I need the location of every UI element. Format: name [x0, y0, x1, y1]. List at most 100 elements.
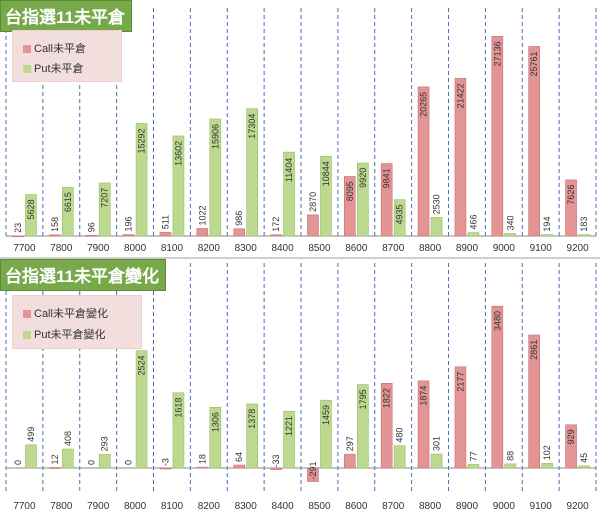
legend-label-call-change: Call未平倉變化: [34, 308, 108, 320]
x-tick-label-0-8900: 8900: [456, 243, 479, 254]
value-label-call-0-8500: 2870: [308, 192, 318, 212]
value-label-put-1-7900: 293: [100, 436, 110, 451]
value-label-call-1-8100: -3: [160, 458, 170, 466]
bar-call-0-9100: [528, 46, 540, 237]
bar-put-1-8500: [320, 399, 332, 469]
value-label-put-1-8200: 1306: [210, 412, 220, 432]
value-label-call-1-8000: 0: [124, 460, 134, 465]
value-label-put-0-8200: 15906: [210, 124, 220, 149]
value-label-put-1-8500: 1459: [321, 405, 331, 425]
bar-put-1-7800: [62, 448, 74, 469]
x-tick-label-1-8200: 8200: [198, 501, 221, 512]
value-label-put-0-9000: 340: [505, 215, 515, 230]
value-label-call-0-8000: 196: [124, 217, 134, 232]
value-label-call-0-8100: 511: [160, 215, 170, 229]
value-label-call-1-8800: 1874: [419, 386, 429, 406]
value-label-put-0-8000: 15292: [137, 128, 147, 153]
bar-call-1-8400: [270, 467, 282, 470]
value-label-call-0-8300: 986: [234, 211, 244, 226]
chart-panel-oi-change: 0 499 7700 12 408 7800 0 293 7900 0 2524 8000 -3 1618…: [0, 259, 600, 517]
value-label-put-1-8400: 1221: [284, 416, 294, 436]
value-label-put-0-8500: 10844: [321, 161, 331, 186]
bar-put-0-8600: [357, 162, 369, 237]
value-label-put-1-8300: 1378: [247, 409, 257, 429]
x-tick-label-1-7900: 7900: [87, 501, 110, 512]
value-label-put-0-7700: 5628: [26, 199, 36, 219]
value-label-put-0-8800: 2530: [432, 194, 442, 214]
value-label-put-0-8600: 9920: [358, 168, 368, 188]
bar-put-0-8800: [430, 217, 443, 237]
legend-label-call: Call未平倉: [34, 43, 86, 55]
bar-put-1-8200: [209, 406, 222, 469]
value-label-call-1-8600: 297: [345, 436, 355, 451]
bar-call-0-8300: [233, 228, 245, 237]
x-tick-label-0-8100: 8100: [161, 243, 184, 254]
bar-call-0-8700: [380, 163, 393, 237]
legend-label-put: Put未平倉: [34, 63, 84, 75]
bar-call-0-7800: [49, 234, 61, 237]
legend-item-call: Call未平倉: [23, 40, 86, 56]
value-label-call-1-8400: -33: [271, 455, 281, 468]
bar-put-0-8200: [209, 118, 222, 237]
value-label-put-1-8900: 77: [468, 451, 478, 461]
x-tick-label-0-9000: 9000: [493, 243, 516, 254]
value-label-put-1-8000: 2524: [137, 355, 147, 375]
value-label-put-0-8300: 17304: [247, 114, 257, 139]
bar-put-0-8100: [172, 135, 185, 237]
value-label-call-1-8900: 2177: [455, 372, 465, 392]
bar-put-0-8400: [283, 151, 295, 237]
x-tick-label-0-8800: 8800: [419, 243, 442, 254]
legend-swatch-call: [23, 45, 31, 54]
bar-call-1-8800: [417, 380, 430, 469]
bar-call-0-7900: [85, 234, 98, 237]
value-label-put-1-9100: 102: [542, 445, 552, 460]
bar-put-0-7800: [62, 187, 74, 237]
x-tick-label-1-7800: 7800: [50, 501, 73, 512]
value-label-put-1-7700: 499: [26, 427, 36, 442]
x-tick-label-0-8300: 8300: [235, 243, 258, 254]
bar-call-0-8900: [454, 78, 467, 237]
x-tick-label-1-9000: 9000: [493, 501, 516, 512]
value-label-put-1-9000: 88: [505, 451, 515, 461]
bar-put-0-8700: [393, 199, 406, 237]
value-label-call-0-8200: 1022: [197, 205, 207, 225]
x-tick-label-0-8200: 8200: [198, 243, 221, 254]
value-label-call-1-8500: -291: [308, 462, 318, 480]
value-label-put-0-8100: 13602: [173, 141, 183, 166]
bar-call-0-8800: [417, 86, 430, 237]
x-tick-label-1-8400: 8400: [271, 501, 294, 512]
value-label-put-0-9100: 194: [542, 217, 552, 232]
value-label-call-0-7800: 158: [50, 217, 60, 232]
x-tick-label-0-8400: 8400: [271, 243, 294, 254]
legend-item-put-change: Put未平倉變化: [23, 326, 106, 342]
bar-put-1-8600: [357, 384, 369, 469]
value-label-call-1-9100: 2861: [529, 340, 539, 360]
x-tick-label-1-8300: 8300: [235, 501, 258, 512]
x-tick-label-0-8500: 8500: [308, 243, 331, 254]
bar-put-1-8700: [393, 445, 406, 469]
value-label-put-0-7900: 7207: [100, 188, 110, 208]
x-tick-label-1-8000: 8000: [124, 501, 147, 512]
chart-title-oi-change: 台指選11未平倉變化: [0, 259, 166, 291]
x-tick-label-0-8700: 8700: [382, 243, 405, 254]
legend-label-put-change: Put未平倉變化: [34, 329, 106, 341]
value-label-call-1-7900: 0: [87, 460, 97, 465]
bar-put-1-8000: [135, 350, 148, 469]
value-label-call-1-8200: 18: [197, 454, 207, 464]
bar-put-1-8400: [283, 410, 295, 469]
bar-call-0-8400: [270, 234, 282, 237]
chart-title-open-interest: 台指選11未平倉: [0, 0, 132, 32]
x-tick-label-0-9200: 9200: [566, 243, 589, 254]
bar-call-1-8600: [344, 453, 356, 469]
value-label-put-0-8700: 4935: [395, 204, 405, 224]
bar-put-0-7700: [25, 194, 37, 237]
bar-put-1-7700: [25, 444, 37, 469]
value-label-put-0-8400: 11404: [284, 158, 294, 182]
legend-oi-change: Call未平倉變化 Put未平倉變化: [12, 295, 142, 349]
bar-call-1-8500: [307, 467, 319, 482]
x-tick-label-0-7700: 7700: [13, 243, 36, 254]
bar-put-1-9000: [504, 463, 517, 469]
value-label-call-0-7700: 23: [13, 223, 23, 233]
legend-item-put: Put未平倉: [23, 60, 84, 76]
